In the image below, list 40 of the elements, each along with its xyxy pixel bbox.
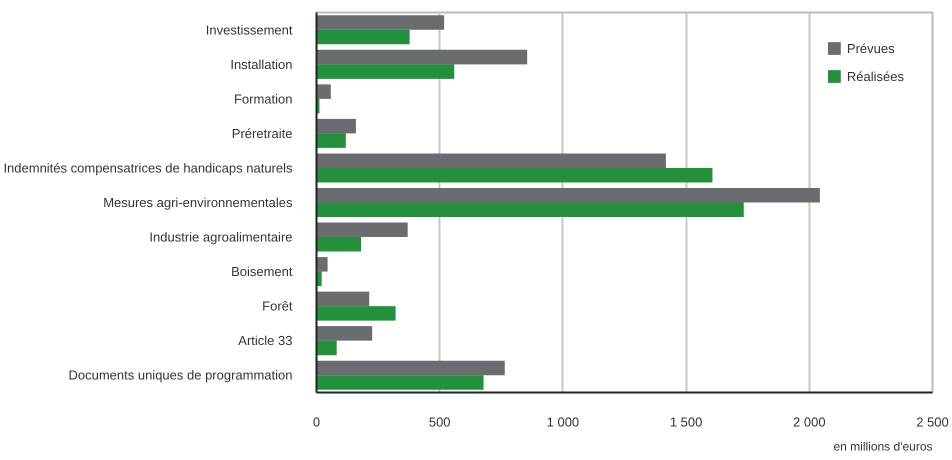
bar	[316, 326, 372, 341]
x-tick-label: 0	[312, 414, 320, 430]
bar	[316, 306, 396, 321]
y-tick-label: Forêt	[262, 298, 293, 314]
bar	[316, 30, 410, 44]
bar	[316, 202, 744, 218]
legend-label: Réalisées	[846, 68, 904, 84]
y-tick-label: Préretraite	[232, 126, 293, 141]
x-axis-title: en millions d'euros	[833, 440, 933, 454]
y-tick-label: Indemnités compensatrices de handicaps naturels	[3, 160, 293, 176]
x-tick-label: 1 000	[546, 414, 580, 430]
x-tick-label: 2 500	[916, 414, 949, 430]
x-tick-label: 1 500	[670, 414, 702, 430]
bar	[316, 292, 370, 306]
bar	[316, 188, 820, 202]
y-tick-label: Article 33	[238, 333, 293, 348]
bar	[316, 168, 712, 182]
bar	[316, 133, 346, 148]
bar	[316, 257, 328, 272]
x-tick-label: 500	[428, 414, 451, 430]
bar	[316, 118, 356, 134]
y-tick-label: Installation	[230, 56, 293, 72]
y-tick-label: Formation	[234, 91, 293, 106]
y-tick-label: Boisement	[231, 264, 293, 280]
bar	[316, 360, 505, 376]
bar	[316, 50, 528, 64]
bar	[316, 15, 444, 30]
bar	[316, 64, 454, 79]
y-tick-label: Mesures agri-environnementales	[103, 195, 293, 210]
bar	[316, 340, 337, 356]
bar	[316, 222, 408, 238]
x-tick-label: 2 000	[793, 414, 826, 430]
bar	[316, 375, 484, 390]
y-tick-label: Industrie agroalimentaire	[149, 230, 292, 245]
y-tick-label: Investissement	[206, 22, 293, 38]
bar	[316, 84, 331, 99]
bar	[316, 237, 362, 252]
bar	[316, 153, 666, 168]
legend-label: Prévues	[846, 40, 895, 56]
y-tick-label: Documents uniques de programmation	[68, 368, 293, 383]
